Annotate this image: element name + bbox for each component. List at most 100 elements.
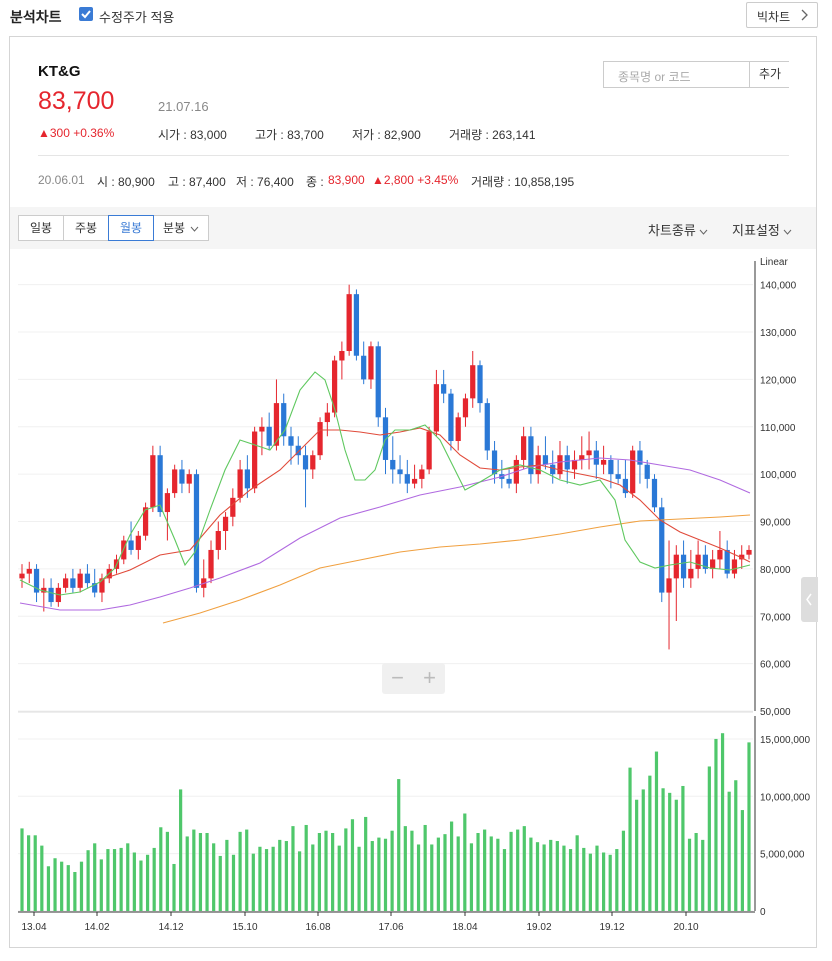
- scale-label: Linear: [760, 257, 788, 268]
- zoom-out-button[interactable]: −: [391, 665, 404, 690]
- tab-monthly[interactable]: 월봉: [108, 215, 154, 241]
- volume-bar: [621, 830, 626, 911]
- x-tick-label: 14.02: [84, 922, 109, 933]
- hover-high: 고 : 87,400: [168, 175, 226, 189]
- volume-bar: [681, 785, 685, 911]
- volume-bar: [390, 830, 394, 911]
- volume-bar: [93, 843, 97, 911]
- volume-tick-label: 0: [760, 907, 766, 918]
- volume-bar: [139, 860, 143, 911]
- candle-body: [593, 450, 599, 465]
- chevron-left-icon: [806, 593, 812, 606]
- hover-volume: 거래량 : 10,858,195: [471, 175, 575, 189]
- candle-body: [426, 431, 432, 470]
- price-change: ▲300 +0.36%: [38, 126, 115, 140]
- volume-bar: [449, 821, 454, 911]
- volume-bar: [588, 853, 592, 911]
- volume-bar: [430, 844, 434, 911]
- volume-bar: [198, 833, 203, 911]
- volume-bar: [509, 831, 513, 911]
- volume-bar: [99, 859, 103, 911]
- candle-body: [368, 346, 374, 380]
- volume-bar: [27, 835, 31, 911]
- volume-bar: [304, 824, 308, 911]
- zoom-in-button[interactable]: +: [423, 665, 436, 690]
- volume-bar: [443, 834, 447, 911]
- big-chart-label: 빅차트: [757, 10, 791, 24]
- tab-daily[interactable]: 일봉: [18, 215, 64, 241]
- adjusted-price-label[interactable]: 수정주가 적용: [99, 10, 175, 25]
- candle-body: [419, 469, 425, 479]
- volume-bar: [278, 839, 282, 911]
- volume-bar: [562, 845, 566, 911]
- volume-bar: [436, 837, 440, 911]
- candle-body: [571, 459, 578, 470]
- divider: [38, 155, 789, 156]
- adjusted-price-checkbox[interactable]: [79, 7, 93, 21]
- volume-bar: [734, 780, 738, 911]
- big-chart-button[interactable]: 빅차트: [746, 2, 818, 28]
- tab-minute[interactable]: 분봉: [153, 215, 209, 241]
- price-tick-label: 60,000: [760, 660, 791, 671]
- volume-bar: [628, 767, 632, 911]
- low-price: 저가 : 82,900: [352, 128, 421, 142]
- candle-body: [724, 549, 730, 574]
- candle-body: [702, 554, 708, 569]
- candle-body: [382, 417, 389, 460]
- volume-bar: [311, 844, 315, 911]
- candle-body: [550, 464, 556, 475]
- candle-body: [731, 559, 738, 574]
- volume-bar: [192, 829, 196, 911]
- volume-bar: [661, 788, 665, 911]
- volume-bar: [212, 843, 216, 911]
- volume-bar: [740, 810, 744, 911]
- candle-body: [404, 474, 410, 484]
- candle-body: [542, 455, 549, 465]
- x-tick-label: 19.02: [526, 922, 551, 933]
- volume-bar: [66, 865, 70, 911]
- hover-close: 83,900: [328, 173, 365, 187]
- candle-body: [288, 436, 294, 446]
- candle-body: [237, 469, 243, 498]
- candle-body: [92, 583, 98, 593]
- candle-body: [99, 578, 105, 593]
- side-panel-toggle[interactable]: [801, 577, 818, 622]
- candle-body: [637, 450, 643, 465]
- tab-weekly[interactable]: 주봉: [63, 215, 109, 241]
- indicator-settings-menu[interactable]: 지표설정: [732, 220, 792, 239]
- candle-body: [317, 422, 323, 456]
- candle-body: [150, 455, 156, 508]
- candle-body: [84, 573, 91, 584]
- chart-type-menu[interactable]: 차트종류: [648, 220, 708, 239]
- volume-bar: [364, 816, 368, 911]
- stock-search: 종목명 or 코드 추가: [603, 61, 790, 88]
- volume-bar: [714, 738, 718, 911]
- volume-bar: [172, 863, 176, 911]
- volume-bar: [416, 844, 421, 911]
- candle-body: [491, 450, 498, 475]
- price-tick-label: 90,000: [760, 518, 791, 529]
- volume-bar: [456, 836, 460, 911]
- candle-body: [26, 568, 32, 574]
- volume-bar: [469, 843, 474, 911]
- price-tick-label: 70,000: [760, 612, 791, 623]
- candle-body: [608, 459, 614, 475]
- candle-body: [230, 497, 236, 517]
- candle-body: [63, 578, 69, 588]
- chart-panel: [9, 36, 817, 948]
- search-input[interactable]: 종목명 or 코드: [618, 70, 691, 84]
- top-bar: 분석차트 수정주가 적용 빅차트: [0, 0, 832, 32]
- candle-body: [339, 351, 345, 361]
- volume-bar: [522, 826, 526, 911]
- volume-bar: [403, 826, 407, 911]
- add-stock-button[interactable]: 추가: [749, 62, 790, 87]
- candle-body: [19, 573, 25, 579]
- candle-body: [746, 549, 752, 555]
- candle-body: [695, 554, 701, 569]
- price-tick-label: 140,000: [760, 281, 797, 292]
- volume-bar: [535, 842, 540, 911]
- candle-body: [164, 493, 171, 513]
- volume-bar: [53, 858, 57, 911]
- candle-body: [710, 559, 716, 569]
